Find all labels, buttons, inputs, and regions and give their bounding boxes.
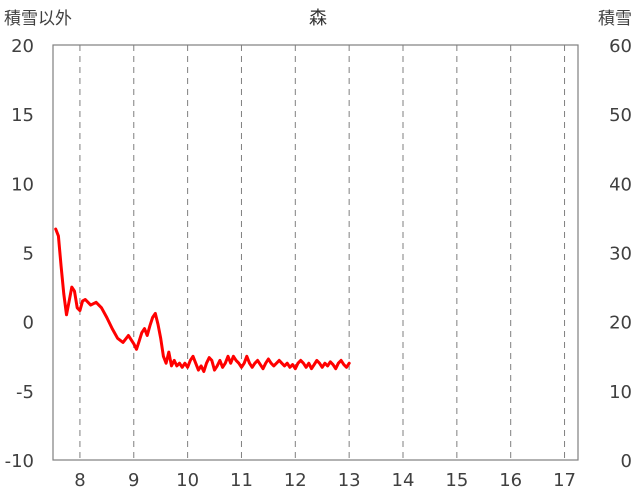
- y-left-tick: 20: [11, 36, 34, 57]
- y-right-tick: 50: [609, 105, 632, 126]
- y-right-tick: 30: [609, 244, 632, 265]
- y-left-axis-title: 積雪以外: [4, 9, 72, 29]
- x-tick: 9: [128, 470, 139, 491]
- x-tick: 16: [499, 470, 522, 491]
- x-tick: 14: [392, 470, 415, 491]
- x-tick: 8: [74, 470, 85, 491]
- lines-layer: [54, 227, 351, 373]
- y-left-tick: -5: [16, 382, 34, 403]
- chart-title: 森: [309, 8, 327, 29]
- y-right-tick: 0: [621, 451, 632, 472]
- y-right-tick: 10: [609, 382, 632, 403]
- series-line-0: [54, 227, 351, 373]
- x-tick: 15: [445, 470, 468, 491]
- y-left-tick-labels: 20 15 10 5 0 -5 -10: [5, 36, 34, 472]
- x-tick: 12: [284, 470, 307, 491]
- x-tick: 13: [338, 470, 361, 491]
- y-left-tick: -10: [5, 451, 34, 472]
- x-tick: 10: [176, 470, 199, 491]
- y-left-tick: 10: [11, 174, 34, 195]
- x-tick: 11: [230, 470, 253, 491]
- plot-area: [52, 44, 579, 461]
- y-left-tick: 0: [23, 313, 34, 334]
- y-right-axis-title: 積雪: [598, 9, 632, 29]
- grid-layer: [79, 45, 566, 460]
- x-tick: 17: [553, 470, 576, 491]
- y-right-tick: 60: [609, 36, 632, 57]
- x-tick-labels: 8 9 10 11 12 13 14 15 16 17: [74, 470, 576, 491]
- y-right-tick-labels: 60 50 40 30 20 10 0: [609, 36, 632, 472]
- y-left-tick: 15: [11, 105, 34, 126]
- y-right-tick: 20: [609, 313, 632, 334]
- y-left-tick: 5: [23, 244, 34, 265]
- y-right-tick: 40: [609, 174, 632, 195]
